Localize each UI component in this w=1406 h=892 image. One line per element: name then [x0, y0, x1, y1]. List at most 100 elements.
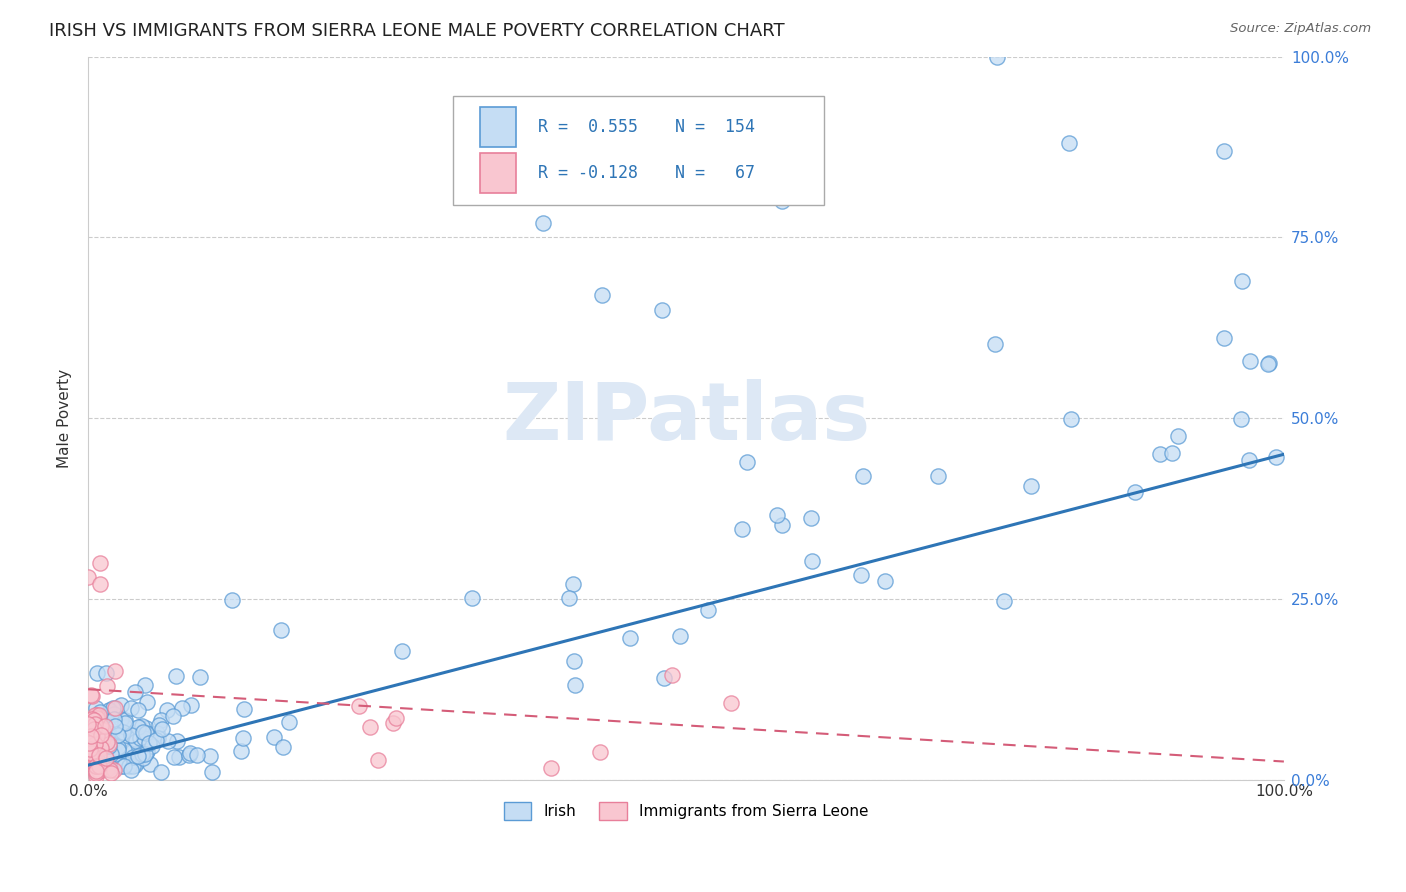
- Point: [89, 706, 111, 720]
- Point: [531, 216, 554, 230]
- Point: [165, 669, 187, 683]
- Point: [79, 750, 101, 764]
- Point: [90, 741, 112, 756]
- Point: [347, 698, 370, 713]
- Point: [146, 725, 169, 739]
- Point: [382, 715, 405, 730]
- Point: [77, 736, 100, 750]
- Point: [135, 747, 157, 761]
- Point: [129, 731, 152, 746]
- Point: [124, 757, 146, 772]
- Point: [98, 760, 121, 774]
- Point: [163, 750, 186, 764]
- Point: [82, 758, 104, 772]
- Point: [112, 759, 135, 773]
- Point: [162, 708, 184, 723]
- Point: [82, 741, 104, 756]
- Point: [263, 730, 285, 744]
- Point: [120, 763, 142, 777]
- Point: [1149, 447, 1171, 461]
- Point: [186, 747, 208, 762]
- Point: [110, 698, 132, 712]
- Point: [188, 670, 211, 684]
- Point: [93, 749, 115, 764]
- Point: [103, 739, 125, 753]
- Point: [138, 736, 160, 750]
- Point: [82, 728, 104, 742]
- Point: [277, 714, 299, 729]
- Point: [83, 713, 105, 727]
- Point: [177, 747, 200, 762]
- Point: [150, 713, 173, 727]
- Point: [107, 740, 129, 755]
- Point: [82, 756, 104, 770]
- Point: [127, 720, 149, 734]
- Point: [80, 746, 103, 760]
- Point: [86, 665, 108, 680]
- Point: [134, 678, 156, 692]
- Point: [110, 759, 132, 773]
- Point: [80, 742, 103, 756]
- Point: [385, 711, 408, 725]
- Point: [201, 765, 224, 780]
- FancyBboxPatch shape: [453, 96, 824, 205]
- Point: [87, 754, 110, 768]
- Point: [77, 570, 100, 584]
- Point: [986, 50, 1008, 64]
- Point: [96, 728, 118, 742]
- Point: [107, 728, 129, 742]
- Point: [558, 591, 581, 605]
- Point: [125, 734, 148, 748]
- Point: [132, 731, 155, 745]
- Point: [94, 719, 117, 733]
- Point: [82, 721, 104, 735]
- Point: [89, 734, 111, 748]
- Point: [96, 722, 118, 736]
- Point: [124, 684, 146, 698]
- Point: [800, 511, 823, 525]
- Point: [80, 745, 103, 759]
- Point: [110, 733, 132, 747]
- Point: [83, 708, 105, 723]
- Point: [86, 707, 108, 722]
- Point: [79, 742, 101, 756]
- Point: [993, 594, 1015, 608]
- Point: [849, 568, 872, 582]
- Point: [179, 747, 201, 761]
- Point: [94, 665, 117, 680]
- Point: [83, 723, 105, 737]
- Point: [104, 719, 127, 733]
- Legend: Irish, Immigrants from Sierra Leone: Irish, Immigrants from Sierra Leone: [498, 797, 875, 826]
- Point: [87, 743, 110, 757]
- Point: [103, 706, 125, 721]
- Point: [100, 729, 122, 743]
- Point: [103, 712, 125, 726]
- Point: [770, 517, 793, 532]
- Point: [146, 731, 169, 746]
- Point: [696, 603, 718, 617]
- Point: [127, 749, 149, 764]
- Point: [1230, 412, 1253, 426]
- Point: [1237, 453, 1260, 467]
- Point: [110, 712, 132, 726]
- Point: [122, 744, 145, 758]
- Point: [1239, 354, 1261, 368]
- Point: [737, 455, 759, 469]
- Bar: [481, 153, 516, 193]
- Point: [367, 753, 389, 767]
- Point: [89, 764, 111, 778]
- Point: [875, 574, 897, 589]
- Point: [984, 337, 1007, 351]
- Point: [91, 723, 114, 738]
- Point: [80, 712, 103, 726]
- Point: [170, 701, 193, 715]
- Point: [124, 731, 146, 746]
- Point: [166, 734, 188, 748]
- Point: [141, 739, 163, 753]
- Point: [103, 764, 125, 778]
- Point: [114, 716, 136, 731]
- Point: [134, 747, 156, 761]
- Point: [84, 765, 107, 780]
- Point: [221, 592, 243, 607]
- Point: [96, 762, 118, 776]
